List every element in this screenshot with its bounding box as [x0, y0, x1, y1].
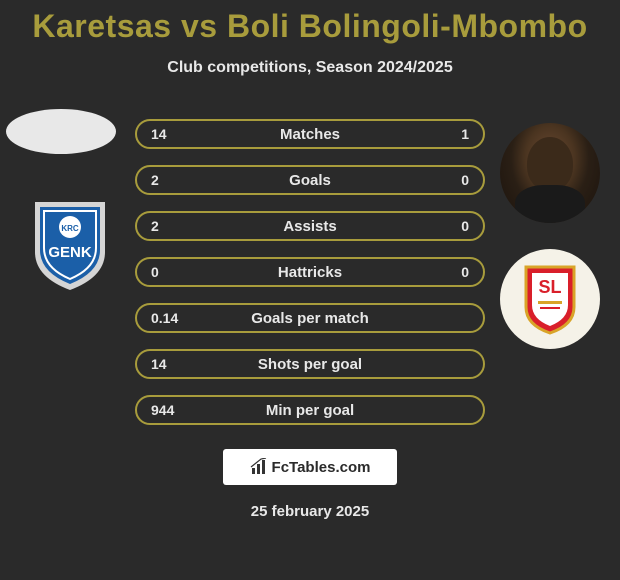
- player-left-photo-placeholder: [6, 109, 116, 154]
- svg-text:KRC: KRC: [61, 224, 79, 233]
- stat-right-value: 0: [393, 218, 483, 234]
- stat-row: 0 Hattricks 0: [135, 257, 485, 287]
- stat-label: Goals: [227, 172, 393, 189]
- stat-left-value: 14: [137, 356, 227, 372]
- svg-text:SL: SL: [538, 277, 561, 297]
- comparison-subtitle: Club competitions, Season 2024/2025: [0, 59, 620, 77]
- source-logo: FcTables.com: [223, 449, 397, 485]
- source-logo-text: FcTables.com: [272, 459, 371, 476]
- stat-left-value: 2: [137, 218, 227, 234]
- stat-label: Assists: [227, 218, 393, 235]
- stat-left-value: 0: [137, 264, 227, 280]
- stat-row: 944 Min per goal: [135, 395, 485, 425]
- stat-row: 14 Shots per goal: [135, 349, 485, 379]
- stat-rows: 14 Matches 1 2 Goals 0 2 Assists 0 0 Hat…: [135, 119, 485, 441]
- bar-chart-icon: [250, 458, 268, 476]
- genk-shield-icon: KRC GENK: [30, 197, 110, 292]
- generated-date: 25 february 2025: [0, 503, 620, 520]
- stat-row: 2 Assists 0: [135, 211, 485, 241]
- stat-left-value: 14: [137, 126, 227, 142]
- stat-row: 0.14 Goals per match: [135, 303, 485, 333]
- stat-label: Hattricks: [227, 264, 393, 281]
- stat-label: Goals per match: [227, 310, 393, 327]
- stat-right-value: 1: [393, 126, 483, 142]
- stat-right-value: 0: [393, 172, 483, 188]
- stat-right-value: 0: [393, 264, 483, 280]
- stat-left-value: 2: [137, 172, 227, 188]
- stat-label: Shots per goal: [227, 356, 393, 373]
- player-right-photo: [500, 123, 600, 223]
- stat-row: 14 Matches 1: [135, 119, 485, 149]
- stat-row: 2 Goals 0: [135, 165, 485, 195]
- comparison-title: Karetsas vs Boli Bolingoli-Mbombo: [0, 0, 620, 45]
- stat-label: Min per goal: [227, 402, 393, 419]
- standard-crest-icon: SL: [522, 263, 578, 335]
- genk-text: GENK: [48, 244, 92, 261]
- stat-left-value: 944: [137, 402, 227, 418]
- stat-label: Matches: [227, 126, 393, 143]
- stat-left-value: 0.14: [137, 310, 227, 326]
- club-left-crest: KRC GENK: [30, 197, 110, 292]
- comparison-body: KRC GENK SL 14 Matches 1 2 Goals 0 2 Ass…: [0, 101, 620, 441]
- club-right-crest: SL: [500, 249, 600, 349]
